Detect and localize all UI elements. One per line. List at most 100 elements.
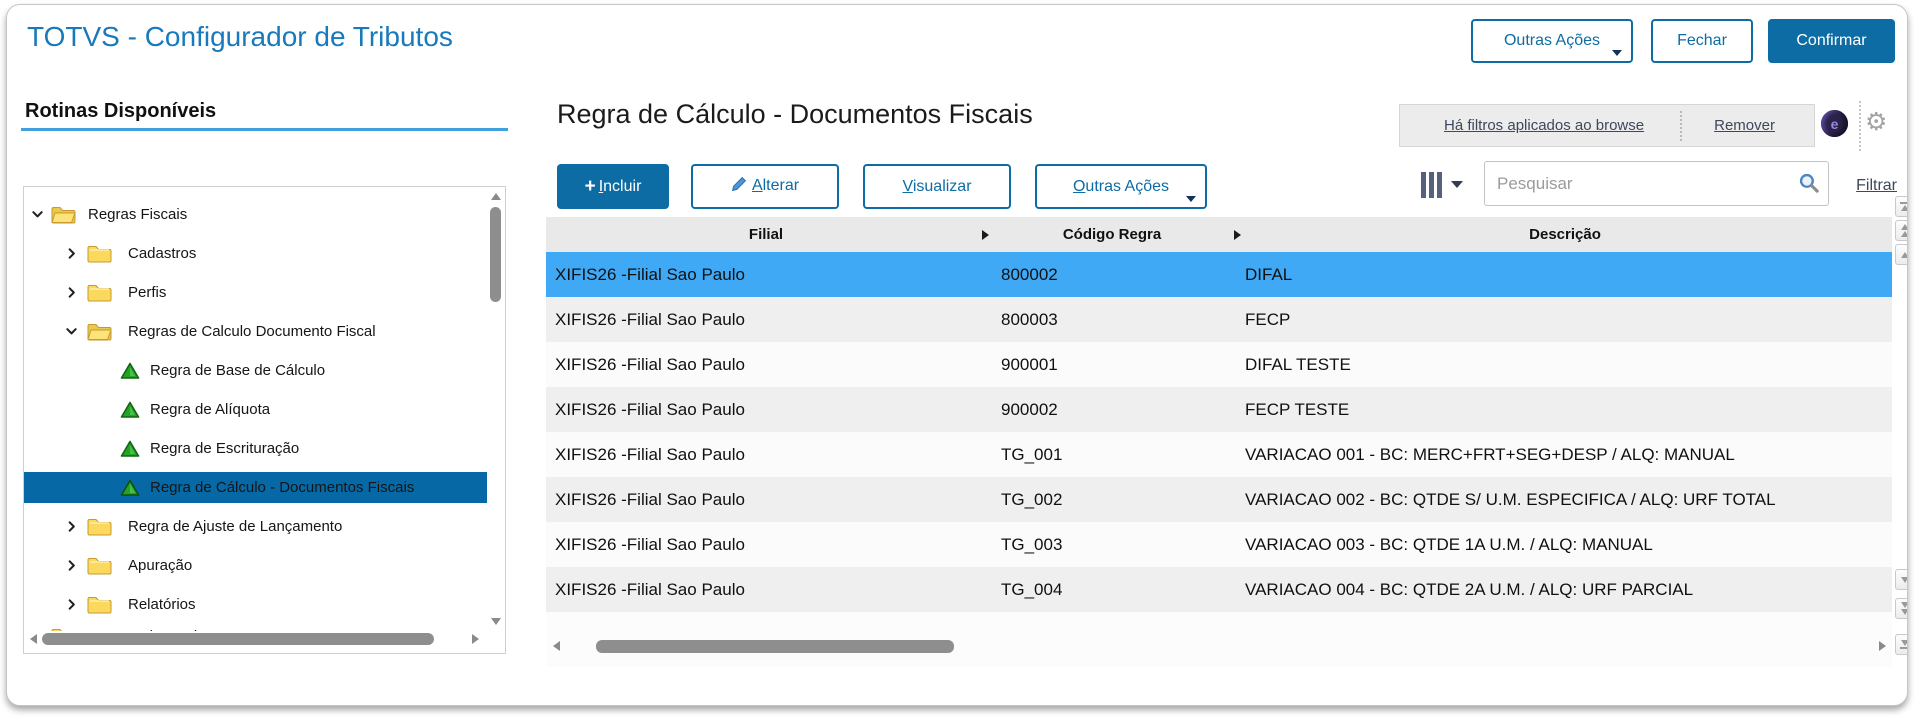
table-row[interactable]: XIFIS26 -Filial Sao Paulo TG_004 VARIACA… [546,567,1892,612]
tree-item-regras-calculo-documento-fiscal[interactable]: Regras de Calculo Documento Fiscal [24,316,487,347]
header-dotted-divider [1859,101,1861,151]
chevron-right-icon[interactable] [64,559,78,573]
go-to-first-row-button[interactable] [1895,196,1907,217]
scroll-right-arrow[interactable] [1874,638,1890,654]
scroll-down-arrow[interactable] [488,614,503,629]
folder-open-icon [50,204,77,225]
visualizar-label: isualizar [912,177,972,195]
scroll-left-arrow[interactable] [26,631,41,646]
chevron-right-icon[interactable] [64,286,78,300]
cell-descricao: FECP [1245,309,1291,329]
row-down-button[interactable] [1895,569,1907,590]
cell-filial: XIFIS26 -Filial Sao Paulo [555,399,745,419]
column-config-dropdown[interactable] [1421,170,1477,204]
filters-applied-link[interactable]: Há filtros aplicados ao browse [1444,117,1645,134]
chevron-right-icon[interactable] [64,247,78,261]
cell-descricao: VARIACAO 003 - BC: QTDE 1A U.M. / ALQ: M… [1245,534,1653,554]
column-header-descricao[interactable]: Descrição [1529,226,1601,243]
fechar-button[interactable]: Fechar [1651,19,1753,63]
tree-horizontal-scrollbar[interactable] [26,631,483,647]
tree-vertical-scrollbar[interactable] [488,189,503,629]
tree-item-label: Regras Fiscais [88,206,188,223]
cell-filial: XIFIS26 -Filial Sao Paulo [555,264,745,284]
tree-item-label: Regra de Ajuste de Lançamento [128,518,343,535]
search-input[interactable] [1484,161,1829,206]
go-to-last-row-button[interactable] [1895,634,1907,655]
page-up-button[interactable] [1895,220,1907,241]
visualizar-button[interactable]: Visualizar [863,164,1011,209]
tree-item-relatorios[interactable]: Relatórios [24,589,487,620]
caret-down-icon [1186,196,1196,202]
column-separator-icon[interactable] [1234,230,1241,240]
table-row[interactable]: XIFIS26 -Filial Sao Paulo 900002 FECP TE… [546,387,1892,432]
outras-acoes-window-label: Outras Ações [1503,32,1601,49]
cell-codigo: 800003 [1001,309,1058,329]
window-actions: Outras Ações Fechar Confirmar [1471,19,1895,65]
search-icon[interactable] [1798,172,1820,194]
caret-down-icon [1612,50,1622,56]
incluir-button[interactable]: + Incluir [557,164,669,209]
tree-item-perfis[interactable]: Perfis [24,277,487,308]
table-vertical-scrollbar[interactable] [1895,191,1907,661]
row-up-button[interactable] [1895,244,1907,265]
cell-filial: XIFIS26 -Filial Sao Paulo [555,309,745,329]
chevron-down-icon[interactable] [64,325,78,339]
chevron-down-icon[interactable] [30,208,44,222]
confirmar-button[interactable]: Confirmar [1768,19,1895,63]
table-row[interactable]: XIFIS26 -Filial Sao Paulo 800002 DIFAL [546,252,1892,297]
filtrar-link[interactable]: Filtrar [1856,177,1897,194]
table-hscroll-thumb[interactable] [596,640,954,653]
outras-acoes-grid-button[interactable]: Outras Ações [1035,164,1207,209]
tree-hscroll-thumb[interactable] [42,633,434,645]
table-horizontal-scrollbar[interactable] [548,638,1890,655]
caret-down-icon [1451,181,1463,188]
scroll-left-arrow[interactable] [548,638,564,654]
tree-item-regra-aliquota[interactable]: Regra de Alíquota [24,394,487,425]
cell-filial: XIFIS26 -Filial Sao Paulo [555,444,745,464]
assistant-badge-icon[interactable] [1821,110,1848,137]
page-down-button[interactable] [1895,598,1907,619]
column-separator-icon[interactable] [982,230,989,240]
tree-item-regra-escrituracao[interactable]: Regra de Escrituração [24,433,487,464]
tree-item-regra-base-calculo[interactable]: Regra de Base de Cálculo [24,355,487,386]
incluir-accel: I [598,177,604,195]
column-header-filial[interactable]: Filial [748,226,784,243]
tree-item-regra-ajuste-lancamento[interactable]: Regra de Ajuste de Lançamento [24,511,487,542]
remove-filters-link[interactable]: Remover [1714,117,1775,134]
cell-descricao: FECP TESTE [1245,399,1350,419]
columns-icon [1421,172,1426,198]
chevron-right-icon[interactable] [64,598,78,612]
table-row[interactable]: XIFIS26 -Filial Sao Paulo TG_003 VARIACA… [546,522,1892,567]
tree-item-regras-fiscais[interactable]: Regras Fiscais [24,199,487,230]
table-row[interactable]: XIFIS26 -Filial Sao Paulo TG_001 VARIACA… [546,432,1892,477]
tree-item-label: Regra de Base de Cálculo [150,362,326,379]
pencil-icon [731,176,747,196]
tree-vscroll-thumb[interactable] [490,207,501,302]
chevron-right-icon[interactable] [64,520,78,534]
rule-triangle-icon [120,479,140,497]
cell-filial: XIFIS26 -Filial Sao Paulo [555,579,745,599]
scroll-up-arrow[interactable] [488,189,503,204]
tree-item-regra-calculo-documentos-fiscais[interactable]: Regra de Cálculo - Documentos Fiscais [24,472,487,503]
tree-item-apuracao[interactable]: Apuração [24,550,487,581]
alterar-button[interactable]: Alterar [691,164,839,209]
outras-acoes-window-button[interactable]: Outras Ações [1471,19,1633,63]
table-header: Filial Código Regra Descrição [546,217,1892,252]
tree-item-regras-financeiras[interactable]: Regras Financeiras [24,621,487,631]
sidebar-title-underline [21,128,508,131]
tree-item-cadastros[interactable]: Cadastros [24,238,487,269]
cell-codigo: 900002 [1001,399,1058,419]
column-header-codigo-regra[interactable]: Código Regra [1062,226,1162,243]
cell-codigo: TG_004 [1001,579,1063,599]
table-row[interactable]: XIFIS26 -Filial Sao Paulo 800003 FECP [546,297,1892,342]
folder-open-icon [86,321,113,342]
tree-item-label: Regra de Cálculo - Documentos Fiscais [150,479,415,496]
scroll-right-arrow[interactable] [468,631,483,646]
cell-filial: XIFIS26 -Filial Sao Paulo [555,354,745,374]
table-row[interactable]: XIFIS26 -Filial Sao Paulo 900001 DIFAL T… [546,342,1892,387]
cell-descricao: DIFAL TESTE [1245,354,1351,374]
gear-icon[interactable] [1865,107,1887,136]
cell-codigo: TG_002 [1001,489,1063,509]
cell-descricao: VARIACAO 004 - BC: QTDE 2A U.M. / ALQ: U… [1245,579,1694,599]
table-row[interactable]: XIFIS26 -Filial Sao Paulo TG_002 VARIACA… [546,477,1892,522]
